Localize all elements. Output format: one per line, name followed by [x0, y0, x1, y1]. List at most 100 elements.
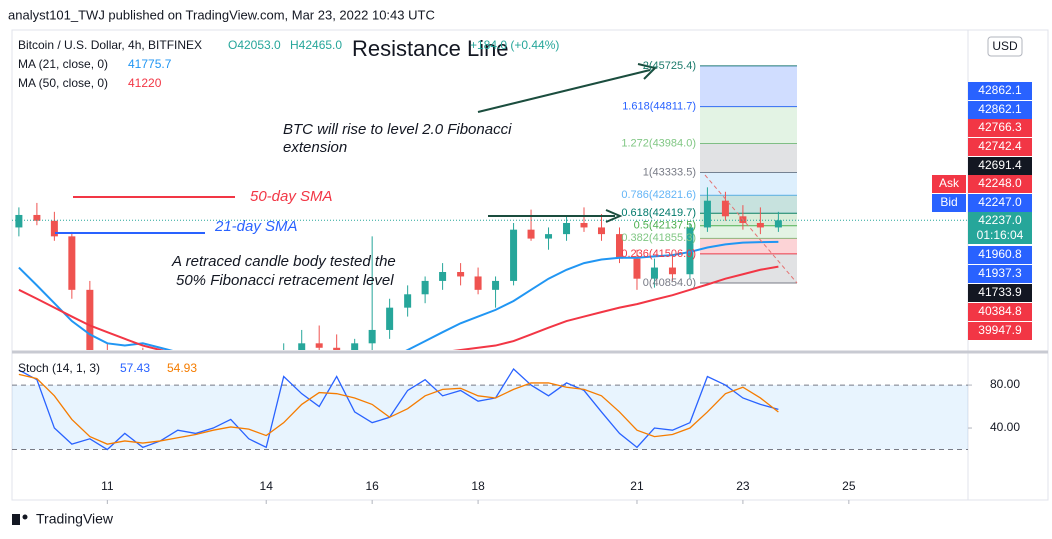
annotation: BTC will rise to level 2.0 Fibonacci [283, 121, 512, 138]
price-tag-label: 41937.3 [978, 266, 1022, 280]
footer: TradingView [36, 511, 114, 527]
fib-group [700, 65, 797, 284]
price-tag-sub: 01:16:04 [977, 228, 1024, 242]
fib-band [700, 65, 797, 107]
price-tag [968, 246, 1032, 264]
annotation: extension [283, 139, 347, 156]
candle-body [527, 229, 535, 239]
currency: USD [992, 39, 1018, 53]
arrow-head [637, 63, 657, 80]
fib-label: 0.618(42419.7) [621, 207, 696, 219]
candle-body [563, 222, 571, 235]
ma-line [18, 265, 779, 350]
x-tick-label: 23 [736, 479, 750, 493]
candle-body [157, 366, 164, 375]
x-tick-label: 16 [365, 479, 379, 493]
x-tick-label: 21 [630, 479, 644, 493]
price-tag-prefix [932, 194, 966, 212]
price-tag [968, 101, 1032, 119]
legend-entry: MA (50, close, 0) [18, 76, 108, 90]
arrow [477, 69, 651, 113]
arrow-head [605, 209, 623, 223]
ohlc: H42465.0 [290, 38, 342, 52]
fib-label: 0.786(42821.6) [621, 189, 696, 201]
price-tag [968, 322, 1032, 340]
x-tick-label: 11 [101, 479, 114, 493]
candle-body [33, 214, 41, 221]
candle-body [421, 280, 429, 295]
fib-band [700, 225, 797, 239]
legend-value: 41220 [128, 76, 162, 90]
annotation: 50-day SMA [250, 188, 333, 205]
annotation: 50% Fibonacci retracement level [176, 272, 394, 289]
price-tag [968, 175, 1032, 193]
candle-body [703, 200, 711, 228]
price-tag [968, 212, 1032, 244]
price-tag-label: 42766.3 [978, 120, 1022, 134]
fib-label: 1(43333.5) [643, 166, 696, 178]
ohlc: O42053.0 [228, 38, 281, 52]
candle-body [104, 357, 111, 370]
price-tag-label: 42247.0 [978, 195, 1022, 209]
price-tag-label: 41960.8 [978, 247, 1022, 261]
header: analyst101_TWJ published on TradingView.… [8, 7, 435, 22]
logo: TradingView [12, 511, 114, 527]
price-tag [968, 303, 1032, 321]
fib-label: 0.236(41506.0) [621, 248, 696, 260]
price-tag [968, 82, 1032, 100]
legend-entry: MA (21, close, 0) [18, 57, 108, 71]
price-tag-label: 39947.9 [978, 323, 1022, 337]
fib-band [700, 253, 797, 283]
frame [11, 29, 1049, 501]
candle-body [351, 343, 359, 350]
price-tag [968, 138, 1032, 156]
ma-line [18, 240, 779, 350]
annotation: Resistance Line [352, 36, 509, 61]
candle-body [280, 352, 287, 361]
stoch-line [18, 367, 779, 451]
fib-label: 1.618(44811.7) [622, 100, 696, 112]
candle-body [15, 214, 23, 228]
price-tag-label: 40384.8 [978, 304, 1022, 318]
stoch-pane [12, 367, 968, 451]
candle-body [298, 343, 306, 350]
fib-band [700, 172, 797, 196]
candle-body [368, 329, 376, 344]
fib-label: 1.272(43984.0) [621, 137, 696, 149]
fib-label: 0(40854.0) [643, 277, 696, 289]
candle-body [474, 276, 482, 290]
price-tag-label: 42862.1 [978, 102, 1022, 116]
x-tick-label: 25 [842, 479, 856, 493]
fib-label: 2(45725.4) [643, 60, 696, 72]
currency-button[interactable] [987, 36, 1023, 57]
candle-body [439, 272, 447, 281]
candle-body [721, 200, 729, 217]
fib-trend-line [704, 174, 798, 284]
price-tag-label: 42237.0 [978, 213, 1022, 227]
price-tag [968, 119, 1032, 137]
x-tick-label: 14 [260, 479, 274, 493]
candle-body [545, 234, 553, 239]
fib-label: 0.382(41855.3) [621, 232, 696, 244]
candle-body [86, 289, 94, 350]
change: +184.0 (+0.44%) [470, 38, 559, 52]
candle-body [580, 222, 588, 228]
price-tag-label: 42691.4 [978, 158, 1022, 172]
fib-label: 0.5(42137.5) [634, 220, 696, 232]
price-tag [968, 157, 1032, 175]
fib-band [700, 106, 797, 144]
legend-value: 41775.7 [128, 57, 172, 71]
fib-band [700, 143, 797, 173]
price-tag [968, 194, 1032, 212]
candle-body [633, 258, 641, 279]
price-tag-prefix [932, 175, 966, 193]
price-tag-prefix-label: Bid [940, 195, 957, 209]
stoch-band [12, 385, 968, 450]
price-tag [968, 284, 1032, 302]
legend-value: 57.43 [120, 361, 150, 375]
candle-body [774, 220, 782, 228]
y-tick-label: 40.00 [990, 420, 1020, 434]
candle-body [686, 227, 694, 275]
candle-body [457, 272, 465, 277]
